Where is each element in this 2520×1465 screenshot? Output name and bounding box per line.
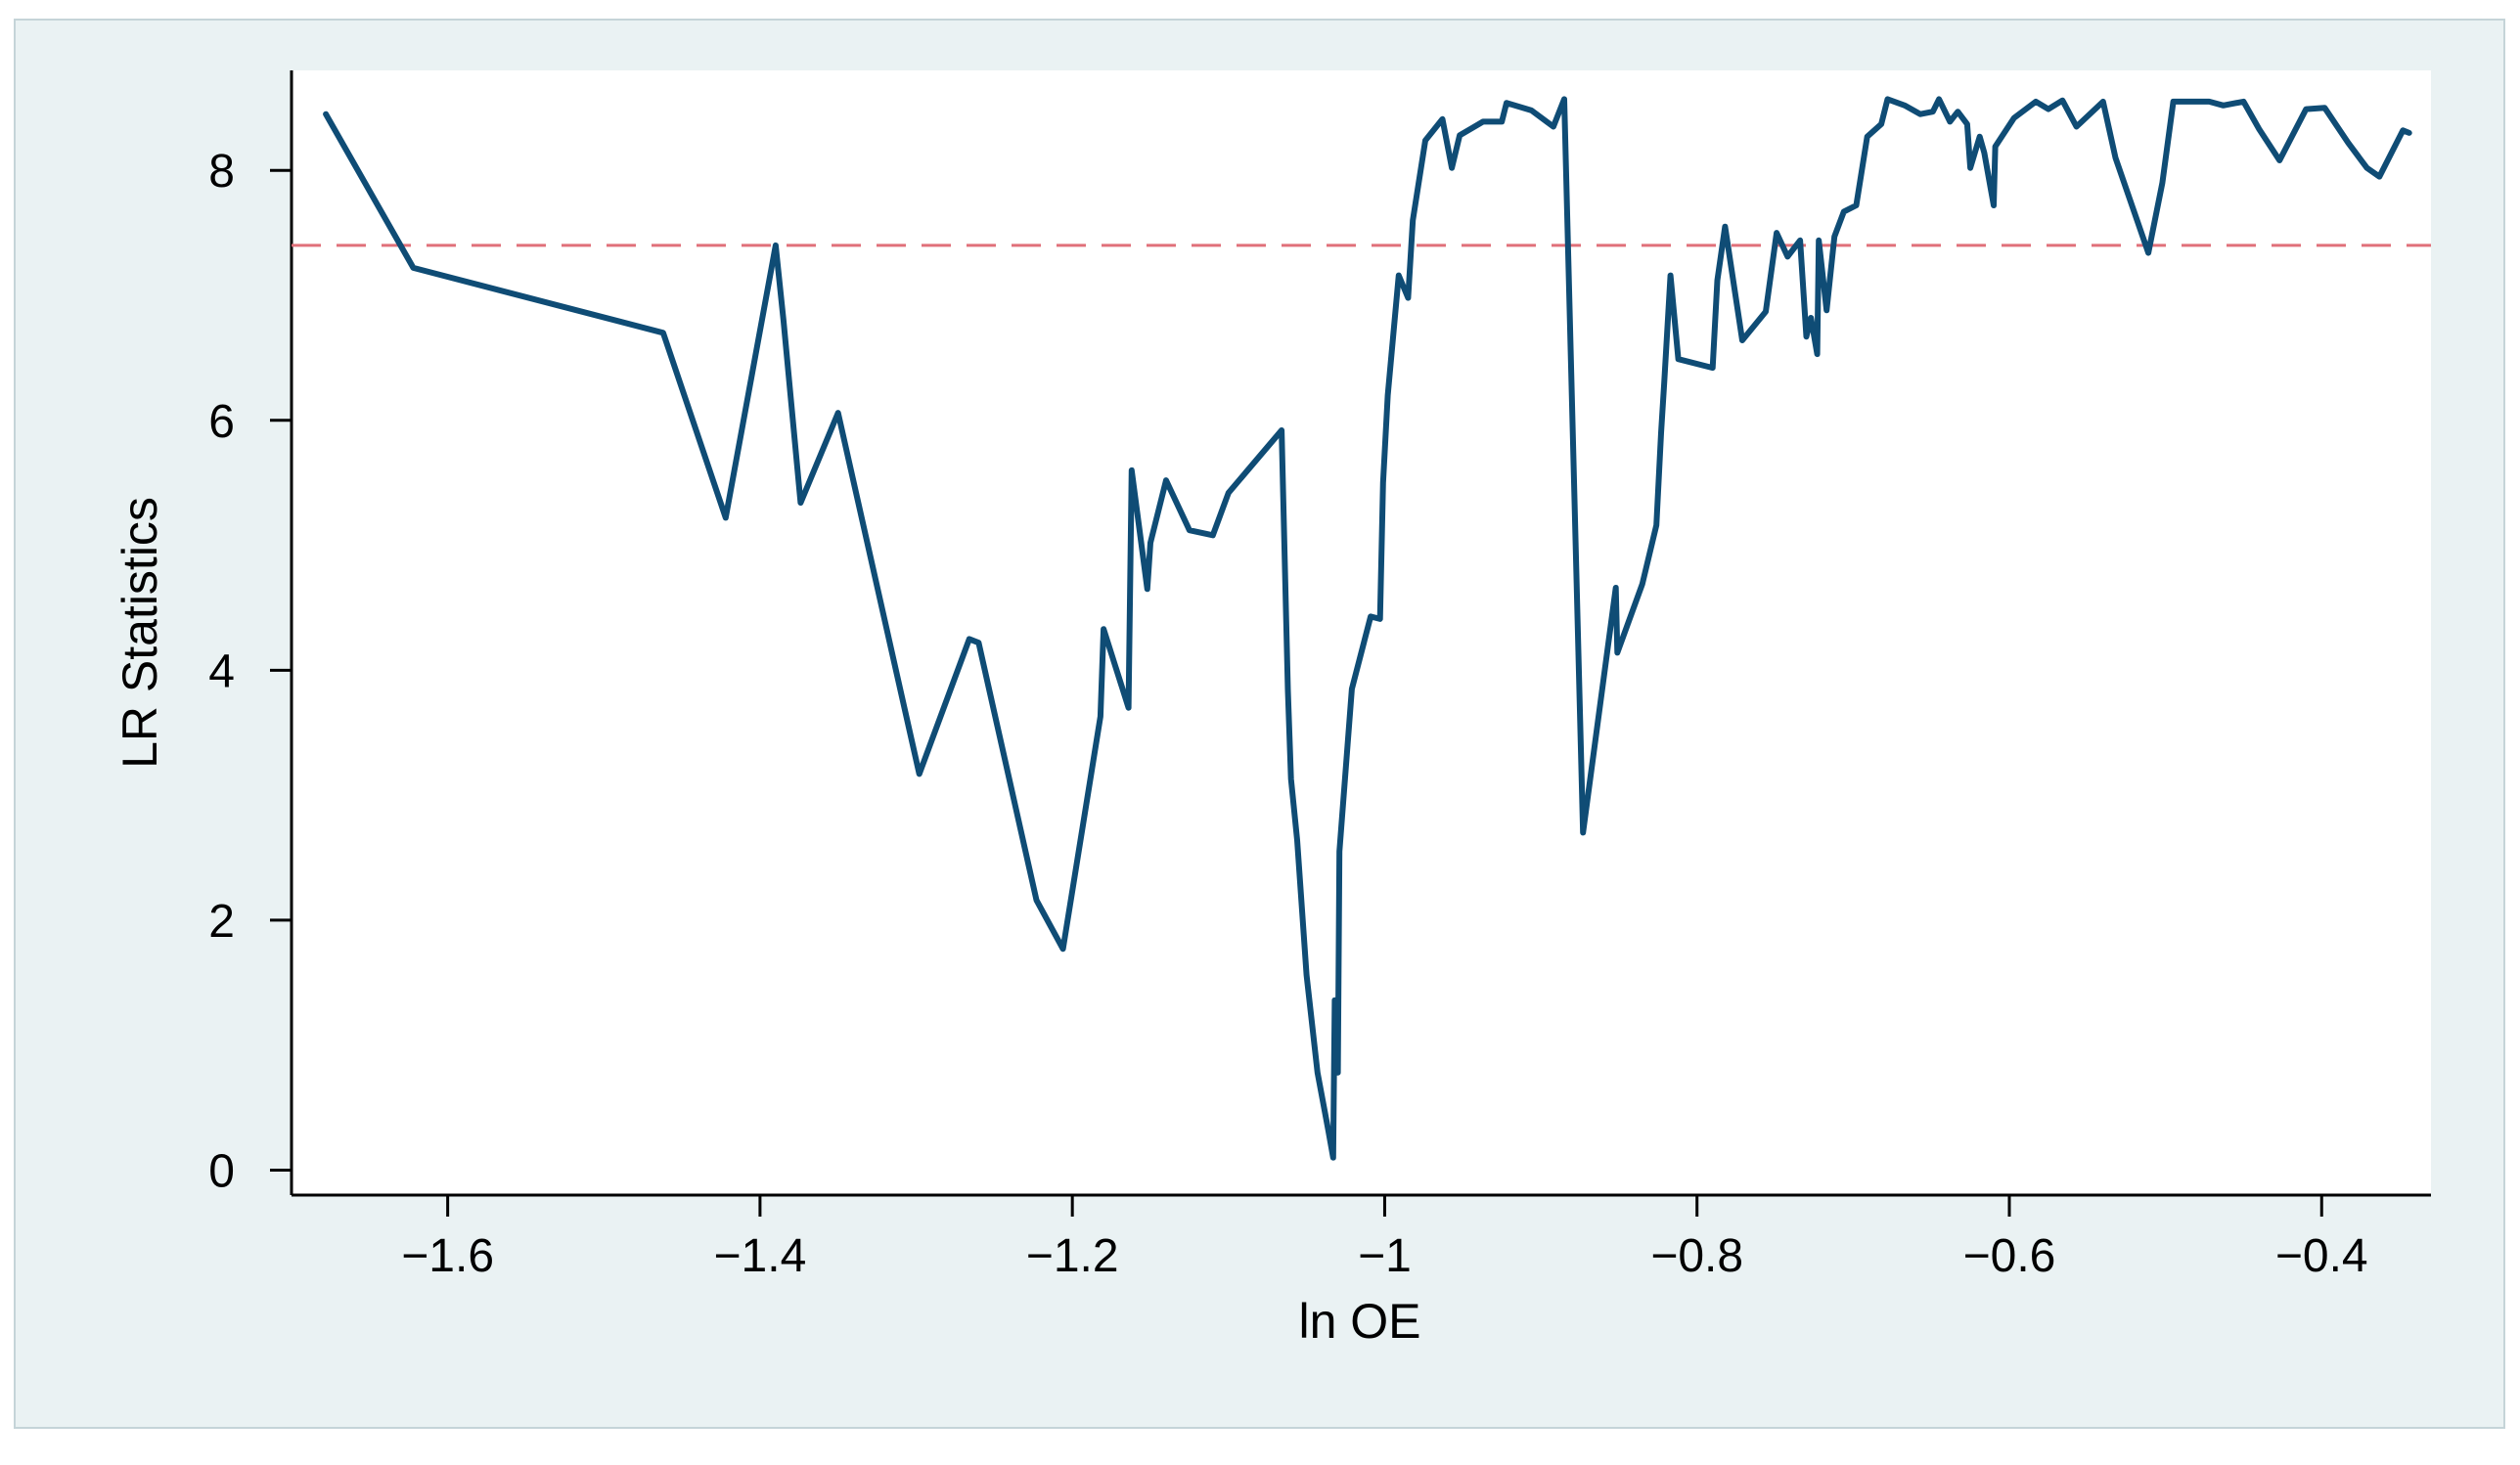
x-tick-label: −1.4: [714, 1230, 807, 1282]
series-group: [323, 96, 2412, 1161]
x-tick-label: −0.4: [2275, 1230, 2368, 1282]
plot-area: [292, 70, 2431, 1195]
y-tick-label: 4: [208, 645, 235, 697]
x-tick-label: −1.2: [1026, 1230, 1119, 1282]
y-tick-label: 0: [208, 1145, 235, 1197]
x-tick-label: −0.8: [1650, 1230, 1743, 1282]
y-tick-label: 8: [208, 146, 235, 198]
x-tick-label: −1.6: [401, 1230, 494, 1282]
lr-statistics-series-line: [323, 96, 2412, 1161]
x-axis-title: ln OE: [1298, 1294, 1420, 1349]
y-tick-label: 6: [208, 396, 235, 448]
y-axis-ticks: 0 2 4 6 8: [208, 146, 292, 1197]
x-tick-label: −0.6: [1963, 1230, 2056, 1282]
x-tick-label: −1: [1358, 1230, 1412, 1282]
y-tick-label: 2: [208, 896, 235, 948]
x-axis-ticks: −1.6 −1.4 −1.2 −1 −0.8 −0.6 −0.4: [401, 1195, 2368, 1282]
y-axis-title: LR Statistics: [112, 497, 167, 769]
